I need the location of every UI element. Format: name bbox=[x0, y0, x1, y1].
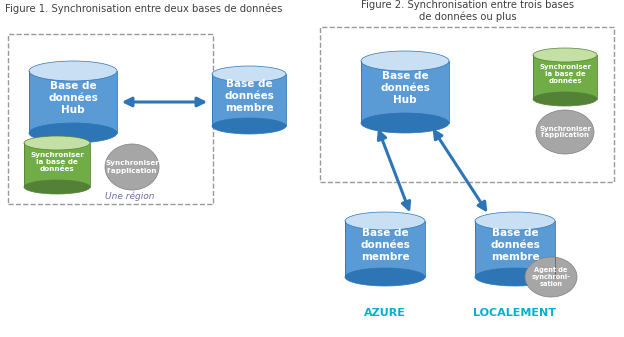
Ellipse shape bbox=[212, 118, 286, 134]
Ellipse shape bbox=[105, 144, 159, 190]
Text: AZURE: AZURE bbox=[364, 308, 406, 318]
Bar bbox=[320, 27, 614, 182]
Bar bbox=[533, 55, 597, 99]
Ellipse shape bbox=[475, 212, 555, 230]
Ellipse shape bbox=[29, 123, 117, 143]
Text: Base de
données
membre: Base de données membre bbox=[490, 228, 540, 262]
Ellipse shape bbox=[361, 51, 449, 71]
Ellipse shape bbox=[475, 268, 555, 286]
Text: Synchroniser
la base de
données: Synchroniser la base de données bbox=[539, 64, 591, 84]
Bar bbox=[212, 74, 286, 126]
Bar bbox=[475, 221, 555, 277]
Bar bbox=[361, 61, 449, 123]
Text: Base de
données
membre: Base de données membre bbox=[360, 228, 410, 262]
Ellipse shape bbox=[24, 180, 90, 194]
Bar bbox=[8, 34, 213, 204]
Ellipse shape bbox=[533, 48, 597, 62]
Text: Base de
données
Hub: Base de données Hub bbox=[48, 82, 98, 115]
Ellipse shape bbox=[533, 92, 597, 106]
Ellipse shape bbox=[536, 110, 594, 154]
Text: Base de
données
membre: Base de données membre bbox=[224, 80, 274, 113]
Text: LOCALEMENT: LOCALEMENT bbox=[474, 308, 557, 318]
Text: Agent de
synchroni-
sation: Agent de synchroni- sation bbox=[532, 267, 570, 287]
Bar bbox=[345, 221, 425, 277]
Bar bbox=[29, 71, 117, 133]
Ellipse shape bbox=[212, 66, 286, 82]
Text: Figure 2. Synchronisation entre trois bases
de données ou plus: Figure 2. Synchronisation entre trois ba… bbox=[361, 0, 575, 22]
Ellipse shape bbox=[361, 113, 449, 133]
Text: Figure 1. Synchronisation entre deux bases de données: Figure 1. Synchronisation entre deux bas… bbox=[5, 4, 283, 14]
Ellipse shape bbox=[345, 268, 425, 286]
Text: Synchroniser
la base de
données: Synchroniser la base de données bbox=[30, 152, 84, 172]
Ellipse shape bbox=[24, 136, 90, 150]
Text: Une région: Une région bbox=[105, 191, 155, 201]
Text: Synchroniser
l'application: Synchroniser l'application bbox=[105, 160, 159, 174]
Ellipse shape bbox=[525, 257, 577, 297]
Ellipse shape bbox=[29, 61, 117, 81]
Bar bbox=[24, 143, 90, 187]
Text: Synchroniser
l'application: Synchroniser l'application bbox=[539, 125, 591, 139]
Text: Base de
données
Hub: Base de données Hub bbox=[380, 71, 430, 104]
Ellipse shape bbox=[345, 212, 425, 230]
